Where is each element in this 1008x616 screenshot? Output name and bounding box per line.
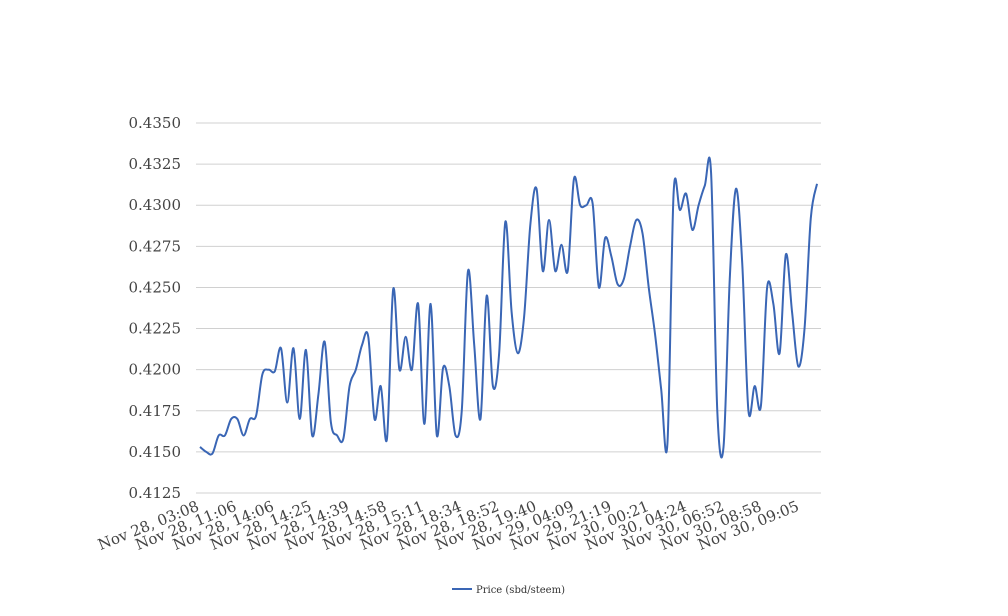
y-tick-label: 0.4350 (129, 114, 182, 132)
y-tick-label: 0.4250 (129, 278, 182, 296)
series-lines (199, 156, 818, 459)
y-tick-label: 0.4200 (129, 361, 182, 379)
y-tick-label: 0.4325 (129, 155, 182, 173)
legend-label: Price (sbd/steem) (476, 585, 565, 596)
legend: Price (sbd/steem) (452, 585, 565, 596)
y-tick-label: 0.4275 (129, 237, 182, 255)
y-axis-ticks: 0.4125 0.4150 0.4175 0.4200 0.4225 0.4250 0.42… (129, 114, 182, 502)
grid-lines (196, 122, 821, 494)
y-tick-label: 0.4175 (129, 402, 182, 420)
y-tick-label: 0.4125 (129, 484, 182, 502)
y-tick-label: 0.4150 (129, 443, 182, 461)
series-line-0 (199, 156, 818, 459)
y-tick-label: 0.4225 (129, 320, 182, 338)
y-tick-label: 0.4300 (129, 196, 182, 214)
